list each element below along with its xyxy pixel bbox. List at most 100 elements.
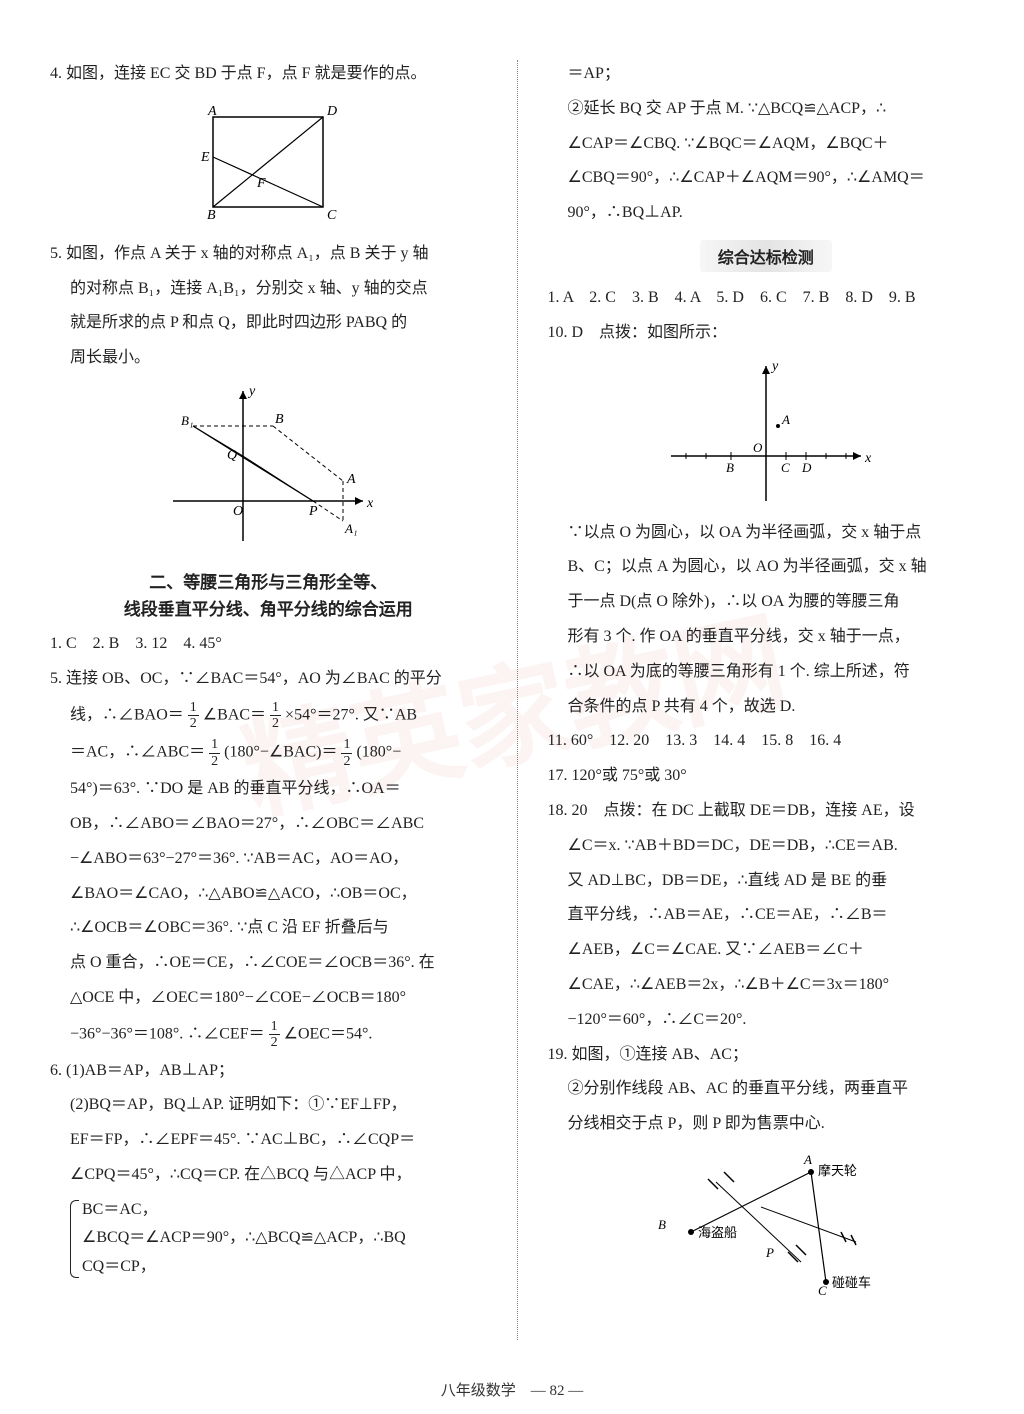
svg-text:C: C xyxy=(781,460,790,475)
svg-text:海盗船: 海盗船 xyxy=(698,1225,737,1240)
p18-l1: 18. 20 点拨：在 DC 上截取 DE＝DB，连接 AE，设 xyxy=(548,797,985,826)
svg-text:A: A xyxy=(781,412,790,427)
svg-text:A: A xyxy=(346,472,356,487)
svg-text:碰碰车: 碰碰车 xyxy=(832,1275,871,1290)
q4-text: 4. 如图，连接 EC 交 BD 于点 F，点 F 就是要作的点。 xyxy=(50,60,487,89)
svg-text:Q: Q xyxy=(227,448,237,463)
svg-text:C: C xyxy=(327,208,337,223)
svg-text:B: B xyxy=(726,460,734,475)
p18-l6: ∠CAE，∴∠AEB＝2x，∴∠B＋∠C＝3x＝180° xyxy=(548,971,985,1000)
svg-text:A: A xyxy=(803,1152,812,1167)
svg-text:B: B xyxy=(207,208,216,223)
frac-half-4: 12 xyxy=(341,737,352,769)
exam-subheading: 综合达标检测 xyxy=(548,238,985,274)
p18-l5: ∠AEB，∠C＝∠CAE. 又∵∠AEB＝∠C＋ xyxy=(548,936,985,965)
r-l3: ∠CAP＝∠CBQ. ∵∠BQC＝∠AQM，∠BQC＋ xyxy=(548,130,985,159)
q5p-l8: ∴∠OCB＝∠OBC＝36°. ∵点 C 沿 EF 折叠后与 xyxy=(50,914,487,943)
frac-num: 1 xyxy=(270,700,281,716)
r-ans2: 10. D 点拨：如图所示： xyxy=(548,319,985,348)
q5p-l11: −36°−36°＝108°. ∴∠CEF＝ 12 ∠OEC＝54°. xyxy=(50,1019,487,1051)
q5p-l2: 线，∴∠BAO＝ 12 ∠BAC＝ 12 ×54°＝27°. 又∵AB xyxy=(50,700,487,732)
subheading-text: 综合达标检测 xyxy=(700,240,832,272)
section-heading-1: 二、等腰三角形与三角形全等、 xyxy=(50,568,487,593)
p10-l3: 于一点 D(点 O 除外)，∴以 OA 为腰的等腰三角 xyxy=(548,588,985,617)
svg-text:O: O xyxy=(233,504,243,519)
q5p-l6: −∠ABO＝63°−27°＝36°. ∵AB＝AC，AO＝AO， xyxy=(50,845,487,874)
column-divider xyxy=(517,60,518,1340)
frac-den: 2 xyxy=(269,1035,280,1050)
svg-text:D: D xyxy=(326,104,337,119)
q6-l1: 6. (1)AB＝AP，AB⊥AP； xyxy=(50,1057,487,1086)
frac-den: 2 xyxy=(209,754,220,769)
frac-half-3: 12 xyxy=(209,737,220,769)
q5p-l9: 点 O 重合，∴OE＝CE，∴∠COE＝∠OCB＝36°. 在 xyxy=(50,949,487,978)
q5p-l2b: ∠BAC＝ xyxy=(203,706,266,723)
p18-l4: 直平分线，∴AB＝AE，∴CE＝AE，∴∠B＝ xyxy=(548,901,985,930)
svg-text:F: F xyxy=(256,176,266,191)
svg-text:A: A xyxy=(207,104,217,119)
p10-l4: 形有 3 个. 作 OA 的垂直平分线，交 x 轴于一点， xyxy=(548,623,985,652)
q19-diagram: 摩天轮 A B 海盗船 碰碰车 C P xyxy=(548,1147,985,1302)
q6-l4: ∠CPQ＝45°，∴CQ＝CP. 在△BCQ 与△ACP 中， xyxy=(50,1161,487,1190)
q5p-l1: 5. 连接 OB、OC，∵∠BAC＝54°，AO 为∠BAC 的平分 xyxy=(50,665,487,694)
q5p-l2a: 线，∴∠BAO＝ xyxy=(70,706,184,723)
q5p-l10: △OCE 中，∠OEC＝180°−∠COE−∠OCB＝180° xyxy=(50,984,487,1013)
r-l5: 90°，∴BQ⊥AP. xyxy=(548,199,985,228)
q10-diagram: x y O A B C D xyxy=(548,356,985,511)
frac-num: 1 xyxy=(209,737,220,753)
p19-l1: 19. 如图，①连接 AB、AC； xyxy=(548,1041,985,1070)
svg-text:O: O xyxy=(753,440,763,455)
q5p-l3b: (180°−∠BAC)＝ xyxy=(224,744,337,761)
svg-text:y: y xyxy=(247,384,256,399)
frac-num: 1 xyxy=(269,1019,280,1035)
frac-den: 2 xyxy=(270,716,281,731)
q5p-l5: OB，∴∠ABO＝∠BAO＝27°，∴∠OBC＝∠ABC xyxy=(50,810,487,839)
svg-text:y: y xyxy=(770,359,779,374)
q5-l2: 的对称点 B₁，连接 A₁B₁，分别交 x 轴、y 轴的交点 xyxy=(50,275,487,304)
svg-text:D: D xyxy=(801,460,812,475)
svg-text:A₁: A₁ xyxy=(344,521,357,536)
r-l1: ＝AP； xyxy=(548,60,985,89)
q5p-l3c: (180°− xyxy=(356,744,401,761)
left-answers-line: 1. C 2. B 3. 12 4. 45° xyxy=(50,630,487,659)
page-content: 4. 如图，连接 EC 交 BD 于点 F，点 F 就是要作的点。 A D B … xyxy=(50,60,984,1340)
svg-text:x: x xyxy=(864,451,872,466)
frac-half-2: 12 xyxy=(270,700,281,732)
frac-num: 1 xyxy=(188,700,199,716)
frac-half-1: 12 xyxy=(188,700,199,732)
frac-num: 1 xyxy=(341,737,352,753)
q5p-l7: ∠BAO＝∠CAO，∴△ABO≌△ACO，∴OB＝OC， xyxy=(50,880,487,909)
q6-system: BC＝AC， ∠BCQ＝∠ACP＝90°，∴△BCQ≌△ACP，∴BQ CQ＝C… xyxy=(50,1196,487,1282)
svg-text:x: x xyxy=(366,496,374,511)
q5p-l3: ＝AC，∴∠ABC＝ 12 (180°−∠BAC)＝ 12 (180°− xyxy=(50,737,487,769)
sys-3: CQ＝CP， xyxy=(82,1253,487,1282)
r-ans17: 17. 120°或 75°或 30° xyxy=(548,762,985,791)
left-column: 4. 如图，连接 EC 交 BD 于点 F，点 F 就是要作的点。 A D B … xyxy=(50,60,487,1340)
q5p-l11b: ∠OEC＝54°. xyxy=(284,1025,373,1042)
q5p-l11a: −36°−36°＝108°. ∴∠CEF＝ xyxy=(70,1025,265,1042)
r-l4: ∠CBQ＝90°，∴∠CAP＋∠AQM＝90°，∴∠AMQ＝ xyxy=(548,164,985,193)
p10-l5: ∴以 OA 为底的等腰三角形有 1 个. 综上所述，符 xyxy=(548,658,985,687)
frac-den: 2 xyxy=(341,754,352,769)
svg-text:P: P xyxy=(308,504,318,519)
p10-l1: ∵以点 O 为圆心，以 OA 为半径画弧，交 x 轴于点 xyxy=(548,519,985,548)
page-footer: 八年级数学 — 82 — xyxy=(0,1379,1024,1400)
section-heading-2: 线段垂直平分线、角平分线的综合运用 xyxy=(50,595,487,620)
sys-1: BC＝AC， xyxy=(82,1196,487,1225)
q5-l3: 就是所求的点 P 和点 Q，即此时四边形 PABQ 的 xyxy=(50,309,487,338)
svg-text:摩天轮: 摩天轮 xyxy=(818,1163,857,1178)
q6-l2: (2)BQ＝AP，BQ⊥AP. 证明如下：①∵EF⊥FP， xyxy=(50,1091,487,1120)
q5p-l2c: ×54°＝27°. 又∵AB xyxy=(285,706,417,723)
q5p-l3a: ＝AC，∴∠ABC＝ xyxy=(70,744,205,761)
q5-l1: 5. 如图，作点 A 关于 x 轴的对称点 A₁，点 B 关于 y 轴 xyxy=(50,240,487,269)
q6-l3: EF＝FP，∴∠EPF＝45°. ∵AC⊥BC，∴∠CQP＝ xyxy=(50,1126,487,1155)
svg-text:B: B xyxy=(658,1217,666,1232)
frac-half-5: 12 xyxy=(269,1019,280,1051)
svg-text:C: C xyxy=(818,1283,827,1297)
p18-l2: ∠C＝x. ∵AB＋BD＝DC，DE＝DB，∴CE＝AB. xyxy=(548,832,985,861)
svg-text:P: P xyxy=(765,1245,774,1260)
q4-diagram: A D B C E F xyxy=(50,97,487,232)
sys-2: ∠BCQ＝∠ACP＝90°，∴△BCQ≌△ACP，∴BQ xyxy=(82,1224,487,1253)
q5-l4: 周长最小。 xyxy=(50,344,487,373)
svg-text:B: B xyxy=(275,412,284,427)
